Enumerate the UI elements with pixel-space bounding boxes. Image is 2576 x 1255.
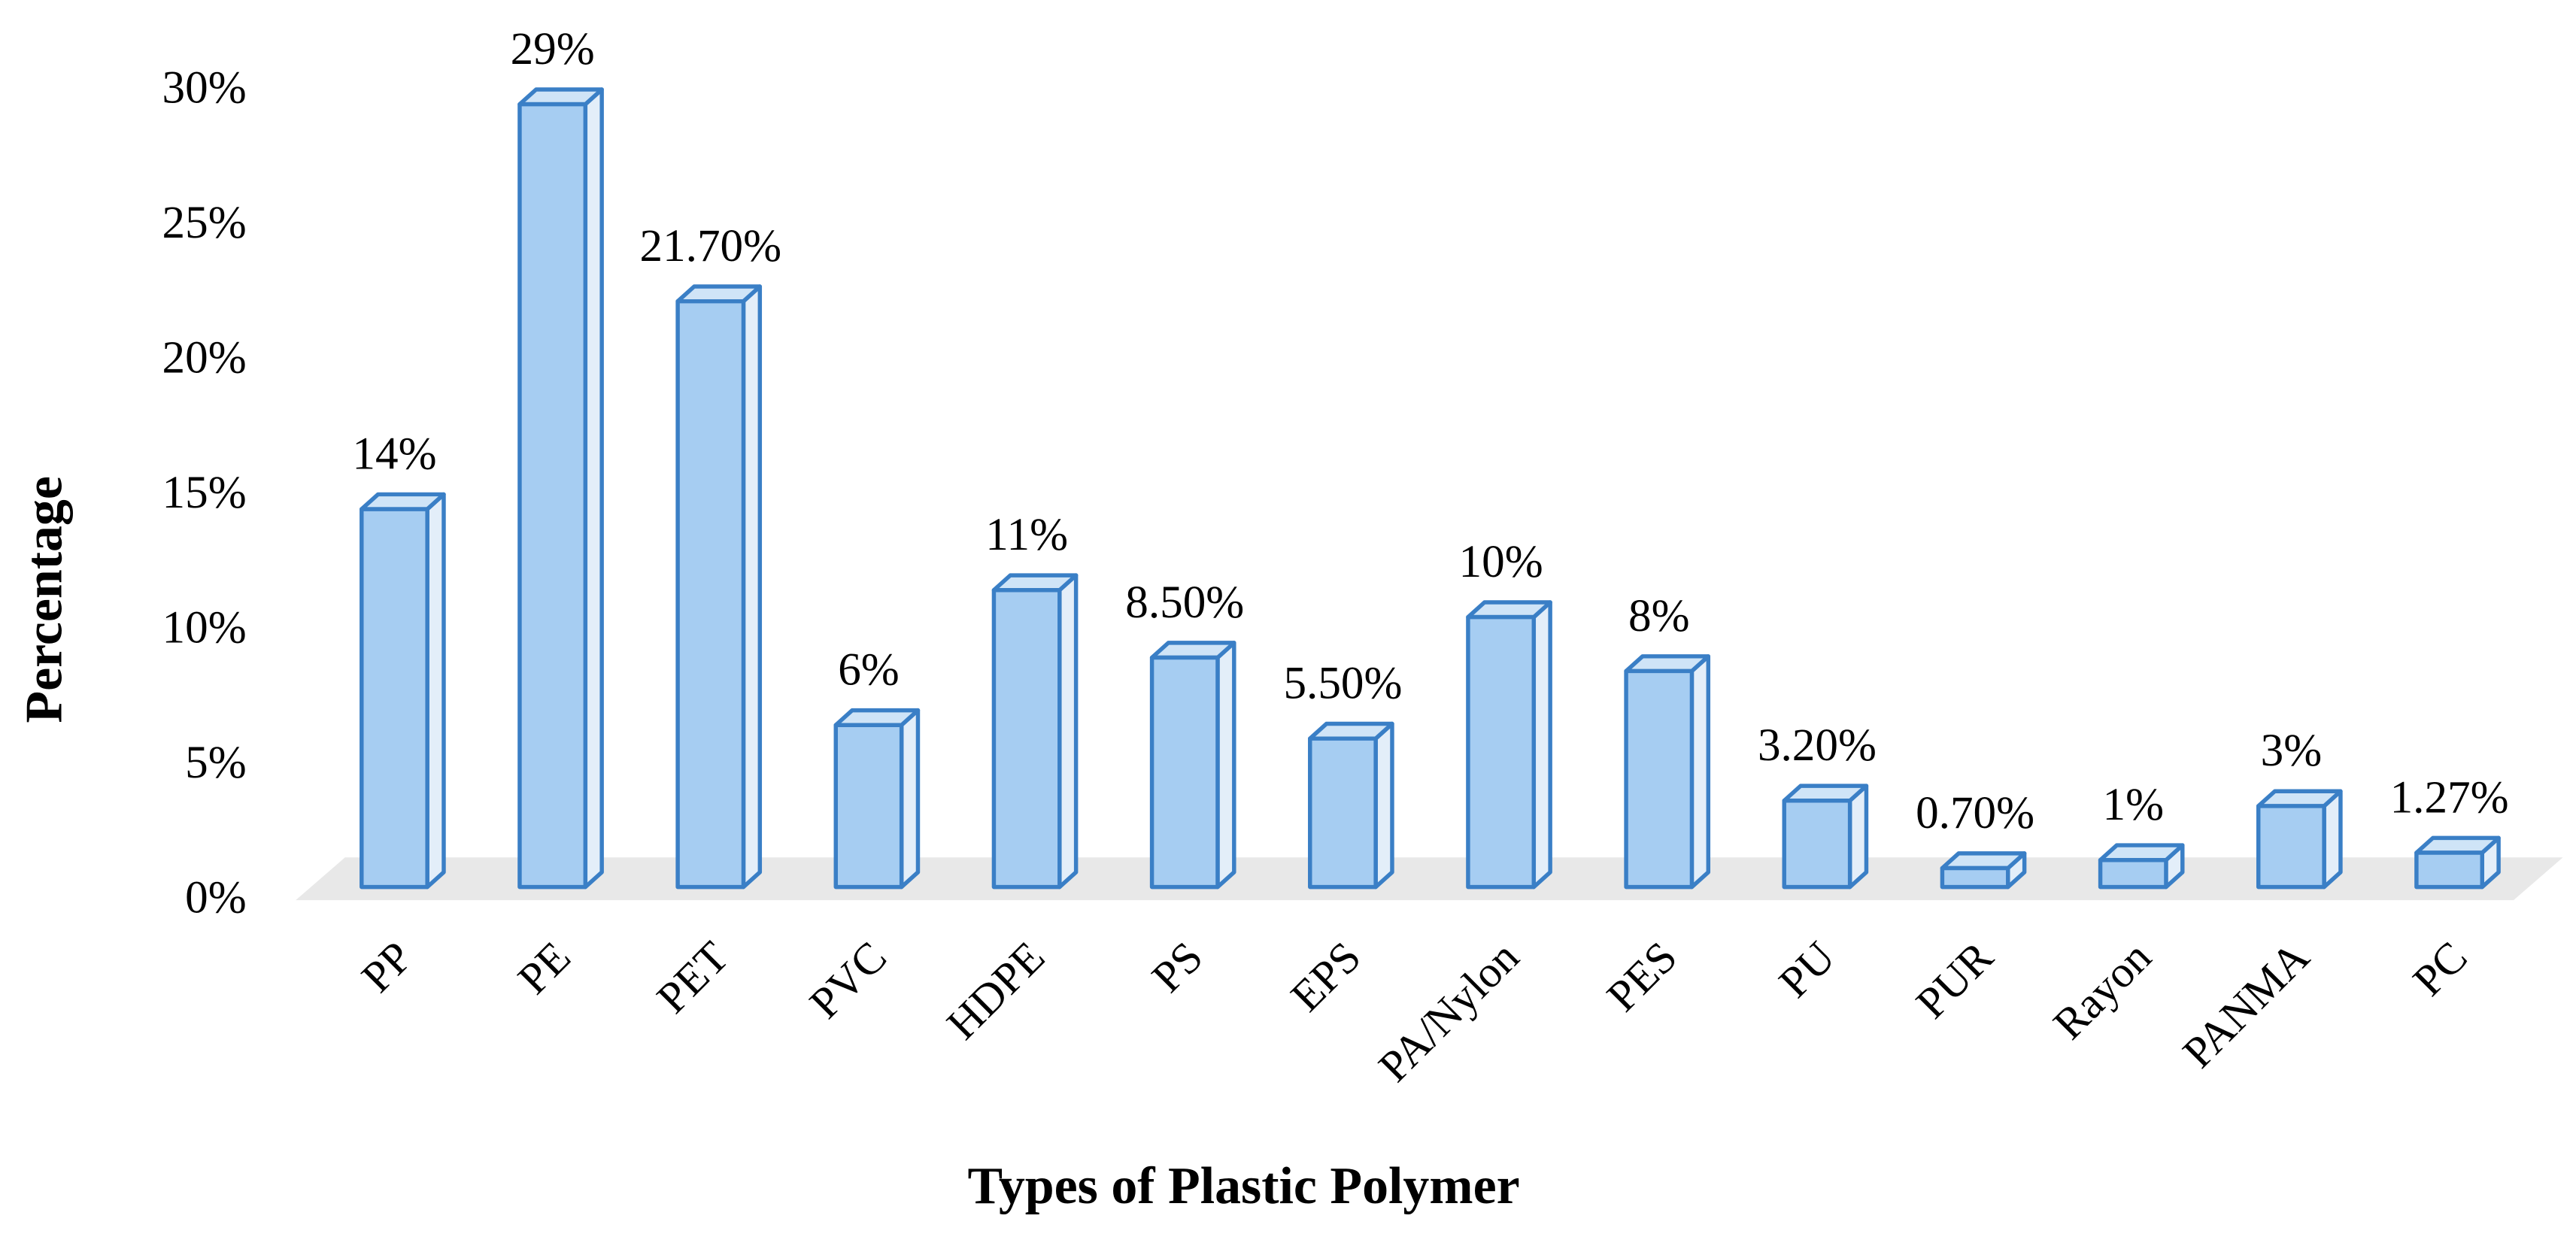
x-tick-label: PP (352, 932, 422, 1002)
x-tick-label: PA/Nylon (1369, 932, 1528, 1091)
x-tick-label: PUR (1907, 932, 2003, 1028)
value-label: 8.50% (1125, 577, 1244, 628)
value-label: 0.70% (1916, 787, 2034, 838)
x-tick-label: PU (1769, 932, 1844, 1007)
bar (1624, 668, 1695, 890)
x-tick-label: PET (647, 932, 738, 1023)
value-label: 1.27% (2390, 771, 2509, 823)
bar-top (1308, 721, 1394, 741)
bar (991, 588, 1062, 890)
bar-top (360, 492, 446, 511)
x-tick-label: PS (1142, 932, 1212, 1002)
bar-top (1149, 641, 1236, 660)
value-label: 11% (985, 509, 1068, 560)
bar (675, 299, 746, 890)
bar (1308, 736, 1378, 890)
y-tick-label: 15% (162, 467, 247, 518)
y-tick-label: 25% (162, 197, 247, 248)
y-tick-label: 0% (185, 872, 247, 923)
bar-top (833, 708, 921, 727)
x-axis-title: Types of Plastic Polymer (967, 1157, 1519, 1215)
bar-top (2414, 835, 2501, 855)
value-label: 3% (2261, 725, 2323, 776)
bar-side (1057, 573, 1079, 890)
bar-side (1215, 641, 1236, 890)
bar-side (1689, 654, 1711, 890)
bar (517, 102, 588, 890)
value-label: 5.50% (1283, 658, 1402, 709)
x-tick-label: HDPE (937, 932, 1054, 1049)
bar-top (2098, 843, 2185, 862)
value-label: 1% (2102, 779, 2164, 830)
bar-top (991, 573, 1079, 593)
bar (2414, 850, 2484, 890)
y-tick-label: 30% (162, 62, 247, 113)
bar-top (675, 284, 763, 304)
value-label: 8% (1628, 590, 1690, 641)
bar-top (1940, 851, 2027, 871)
y-tick-label: 5% (185, 737, 247, 788)
y-tick-label: 10% (162, 602, 247, 653)
bar-top (1782, 784, 1869, 803)
x-tick-label: EPS (1281, 932, 1370, 1021)
value-label: 10% (1459, 536, 1543, 587)
bar-top (517, 87, 604, 107)
bar (360, 507, 429, 890)
bar-side (1373, 721, 1394, 890)
value-label: 6% (838, 644, 900, 696)
bar-side (1531, 600, 1552, 890)
value-label: 29% (511, 23, 595, 74)
bar-top (1624, 654, 1711, 674)
bar (1149, 655, 1220, 890)
bar (2098, 857, 2168, 890)
value-label: 21.70% (640, 220, 782, 271)
floor (296, 857, 2563, 901)
x-tick-label: PE (508, 932, 580, 1003)
bar-top (2256, 789, 2343, 808)
bar (833, 723, 904, 890)
y-tick-label: 20% (162, 332, 247, 383)
bar-side (583, 87, 604, 890)
bar-side (899, 708, 921, 890)
y-axis-title: Percentage (16, 476, 74, 723)
bar-top (1466, 600, 1552, 620)
x-tick-label: PES (1597, 932, 1686, 1021)
bar-side (425, 492, 446, 890)
bar (1782, 799, 1852, 890)
x-tick-label: PC (2403, 932, 2477, 1005)
bar (1940, 865, 2010, 890)
x-tick-label: PVC (800, 932, 896, 1028)
value-label: 3.20% (1758, 720, 1877, 771)
bar (2256, 804, 2326, 890)
value-label: 14% (352, 428, 436, 479)
bar (1466, 614, 1537, 890)
x-tick-label: PANMA (2173, 932, 2319, 1078)
x-tick-label: Rayon (2044, 932, 2161, 1049)
bar-side (741, 284, 763, 890)
